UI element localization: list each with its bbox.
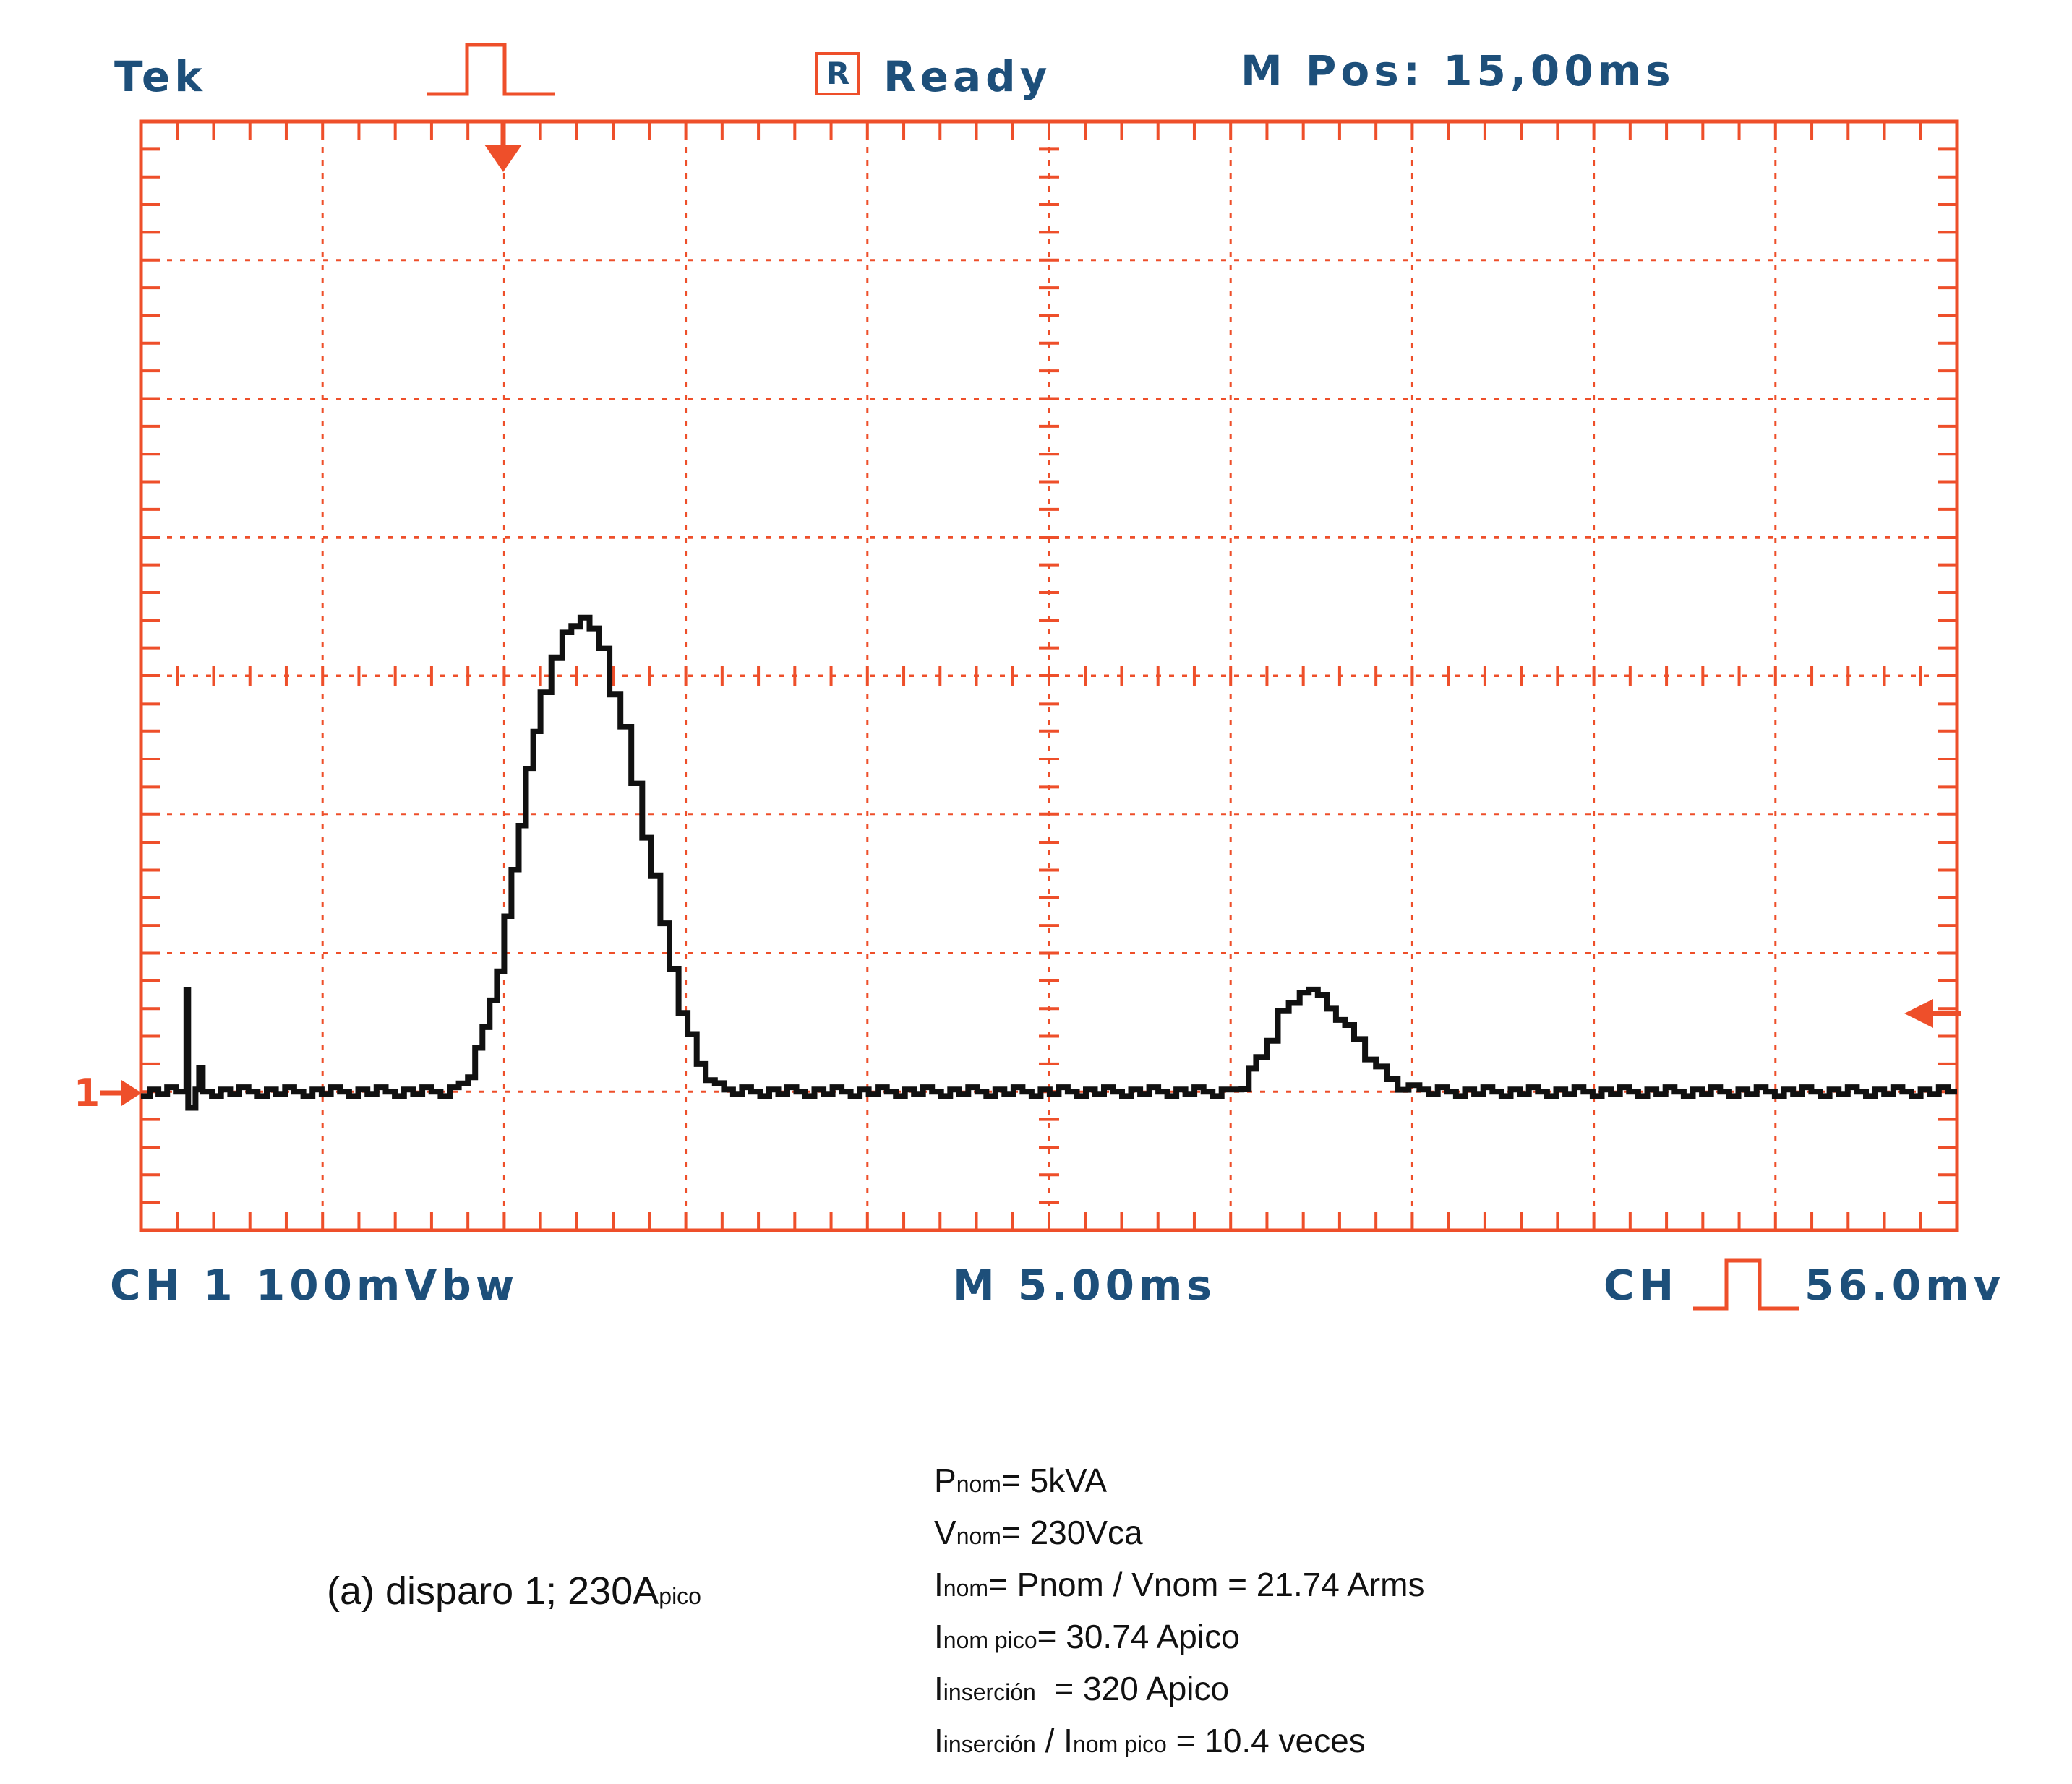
trigger-level-marker — [1904, 999, 1933, 1028]
marker-layer: 1 — [74, 123, 1961, 1115]
note-text: = 320 Apico — [1035, 1670, 1230, 1707]
note-text: / I — [1035, 1722, 1073, 1759]
channel-marker-arrow — [121, 1080, 142, 1106]
note-text: = 10.4 veces — [1166, 1722, 1366, 1759]
note-subscript: nom — [943, 1575, 989, 1601]
brand-label: Tek — [114, 52, 207, 101]
note-text: V — [934, 1514, 956, 1551]
channel-marker-label: 1 — [74, 1072, 100, 1115]
note-line: Vnom= 230Vca — [934, 1506, 1424, 1558]
note-subscript: nom — [956, 1523, 1001, 1549]
trigger-channel-label: CH — [1604, 1261, 1679, 1310]
caption-main: (a) disparo 1; 230A — [327, 1569, 659, 1613]
figure-caption: (a) disparo 1; 230Apico — [327, 1569, 701, 1613]
note-line: Inom pico= 30.74 Apico — [934, 1611, 1424, 1663]
trigger-edge-icon — [427, 43, 555, 96]
note-text: = 30.74 Apico — [1037, 1618, 1240, 1655]
note-text: = 5kVA — [1001, 1462, 1108, 1499]
note-text: = Pnom / Vnom = 21.74 Arms — [988, 1566, 1425, 1603]
scope-plot: 1 — [74, 119, 1961, 1232]
note-subscript: nom — [956, 1471, 1001, 1497]
note-line: Iinserción = 320 Apico — [934, 1663, 1424, 1715]
note-subscript: inserción — [943, 1731, 1036, 1757]
graticule — [139, 119, 1959, 1232]
parameter-notes: Pnom= 5kVA Vnom= 230Vca Inom= Pnom / Vnom … — [934, 1454, 1424, 1767]
status-box: R — [815, 52, 860, 95]
note-subscript: nom pico — [1072, 1731, 1167, 1757]
channel-readout: CH 1 100mVbw — [110, 1261, 519, 1310]
note-text: = 230Vca — [1001, 1514, 1143, 1551]
trigger-position-marker — [484, 145, 522, 172]
note-subscript: nom pico — [943, 1627, 1037, 1653]
mpos-readout: M Pos: 15,00ms — [1241, 46, 1675, 95]
status-label: Ready — [883, 52, 1052, 101]
note-subscript: inserción — [943, 1679, 1036, 1705]
note-text: I — [934, 1722, 943, 1759]
timebase-readout: M 5.00ms — [953, 1261, 1216, 1310]
trigger-level-readout: 56.0mv — [1805, 1261, 2005, 1310]
note-text: I — [934, 1670, 943, 1707]
caption-sub: pico — [659, 1583, 701, 1609]
note-line: Inom= Pnom / Vnom = 21.74 Arms — [934, 1558, 1424, 1611]
note-line: Pnom= 5kVA — [934, 1454, 1424, 1506]
trigger-edge-footer-icon — [1693, 1258, 1799, 1311]
note-text: I — [934, 1566, 943, 1603]
note-text: I — [934, 1618, 943, 1655]
note-text: P — [934, 1462, 956, 1499]
trace-layer — [141, 614, 1957, 1111]
note-line: Iinserción / Inom pico = 10.4 veces — [934, 1715, 1424, 1767]
waveform-trace — [141, 614, 1957, 1111]
